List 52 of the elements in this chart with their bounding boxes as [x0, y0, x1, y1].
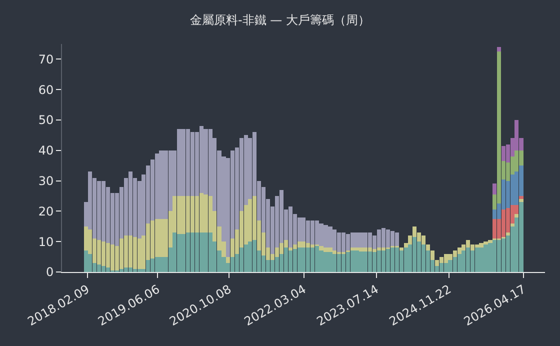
bar	[457, 248, 462, 254]
bar	[394, 232, 399, 246]
bar	[426, 244, 430, 251]
bar	[372, 252, 377, 272]
bar	[137, 268, 142, 272]
bar	[297, 248, 302, 272]
chart-title: 金屬原料-非鐵 — 大戶籌碼（周）	[190, 12, 370, 27]
bar	[274, 256, 280, 272]
bar	[510, 223, 515, 226]
y-tick-label: 20	[38, 204, 54, 218]
bar	[88, 254, 92, 272]
y-tick-label: 30	[38, 174, 54, 188]
bar	[376, 250, 382, 272]
y-tick-label: 10	[38, 234, 54, 249]
bar	[519, 199, 524, 202]
bar	[106, 267, 110, 272]
y-tick-label: 0	[46, 265, 54, 280]
bar	[248, 242, 252, 272]
bar	[492, 218, 497, 239]
bar	[137, 238, 142, 269]
bar	[519, 196, 524, 200]
bar	[297, 242, 302, 248]
bar	[430, 250, 434, 260]
bar	[390, 248, 395, 272]
y-tick-label: 40	[38, 144, 54, 158]
bar	[502, 146, 506, 162]
bar	[270, 260, 275, 272]
bar	[492, 184, 497, 194]
bar	[248, 199, 252, 242]
y-tick-label: 60	[38, 82, 54, 97]
bar	[146, 260, 150, 272]
bar	[84, 226, 88, 251]
bar	[376, 229, 382, 248]
bar	[372, 249, 377, 252]
bar	[297, 217, 302, 242]
bar	[404, 248, 408, 272]
bar	[110, 244, 115, 270]
bar	[84, 250, 88, 272]
bar	[239, 248, 244, 272]
bar	[457, 254, 462, 272]
y-tick-label: 50	[38, 113, 54, 128]
y-tick-label: 70	[38, 52, 54, 66]
bar	[506, 232, 510, 236]
bar	[350, 248, 355, 251]
bar	[399, 248, 404, 251]
bar	[376, 248, 382, 251]
bar	[514, 214, 519, 218]
bar	[434, 260, 440, 266]
bar	[106, 243, 110, 268]
bar	[497, 47, 502, 52]
bar	[226, 256, 230, 263]
bar	[390, 230, 395, 246]
